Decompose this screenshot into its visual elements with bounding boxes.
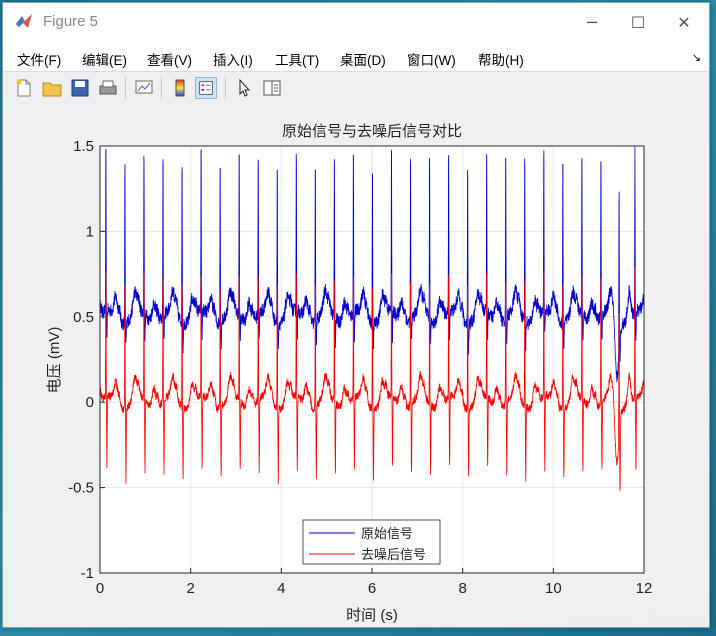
menu-edit[interactable]: 编辑(E)	[82, 53, 127, 68]
y-tick-label: -0.5	[68, 480, 94, 497]
legend-label-denoised: 去噪后信号	[361, 548, 426, 563]
title-bar[interactable]: Figure 5 ─ ☐ ✕	[3, 3, 709, 41]
menu-overflow-icon[interactable]: ↘	[691, 51, 701, 64]
legend-icon[interactable]	[195, 77, 217, 99]
maximize-icon: ☐	[630, 12, 646, 32]
menu-view[interactable]: 查看(V)	[147, 53, 192, 68]
pointer-icon[interactable]	[233, 77, 255, 99]
x-axis-label: 时间 (s)	[346, 607, 398, 624]
close-button[interactable]: ✕	[661, 3, 707, 41]
toolbar-separator	[225, 77, 226, 99]
y-tick-label: 0.5	[73, 309, 94, 326]
chart-title: 原始信号与去噪后信号对比	[282, 122, 462, 140]
save-icon[interactable]	[69, 77, 91, 99]
axis-ticks: 0 2 4 6 8 10 12 -1 -0.5 0 0.5 1 1.5	[68, 138, 652, 597]
x-tick-label: 2	[186, 580, 194, 597]
y-tick-label: 1	[86, 223, 94, 240]
x-tick-label: 10	[545, 580, 562, 597]
link-plot-icon[interactable]	[133, 77, 155, 99]
property-editor-icon[interactable]	[261, 77, 283, 99]
minimize-button[interactable]: ─	[569, 3, 615, 41]
x-tick-label: 0	[96, 580, 104, 597]
minimize-icon: ─	[587, 12, 597, 32]
legend[interactable]: 原始信号 去噪后信号	[302, 519, 441, 565]
menu-help[interactable]: 帮助(H)	[478, 53, 524, 68]
y-tick-label: 1.5	[73, 138, 94, 155]
menu-window[interactable]: 窗口(W)	[407, 53, 456, 68]
y-tick-label: 0	[86, 394, 94, 411]
legend-box	[302, 519, 441, 565]
toolbar-separator	[125, 77, 126, 99]
legend-label-original: 原始信号	[361, 527, 413, 542]
open-folder-icon[interactable]	[41, 77, 63, 99]
y-tick-label: -1	[81, 565, 94, 582]
figure-canvas: 原始信号与去噪后信号对比 0 2 4 6 8 10 12 -1 -0.5 0 0.5 1 1.5 时间 …	[3, 104, 709, 627]
x-tick-label: 6	[368, 580, 376, 597]
toolbar	[3, 71, 709, 105]
menu-file[interactable]: 文件(F)	[17, 53, 62, 68]
new-file-icon[interactable]	[13, 77, 35, 99]
toolbar-separator	[161, 77, 162, 99]
x-tick-label: 8	[458, 580, 466, 597]
print-icon[interactable]	[97, 77, 119, 99]
menu-tools[interactable]: 工具(T)	[275, 53, 320, 68]
figure-window: Figure 5 ─ ☐ ✕ 文件(F) 编辑(E) 查看(V) 插入(I) 工…	[2, 2, 710, 628]
series-group	[99, 145, 645, 492]
menu-desktop[interactable]: 桌面(D)	[340, 53, 386, 68]
maximize-button[interactable]: ☐	[615, 3, 661, 41]
series-line-denoised	[99, 266, 645, 492]
x-tick-label: 12	[636, 580, 653, 597]
menu-bar: 文件(F) 编辑(E) 查看(V) 插入(I) 工具(T) 桌面(D) 窗口(W…	[3, 41, 709, 71]
menu-insert[interactable]: 插入(I)	[213, 53, 253, 68]
x-tick-label: 4	[277, 580, 285, 597]
window-title: Figure 5	[43, 13, 99, 30]
matlab-logo-icon	[16, 14, 32, 28]
watermark: CSDN @刘小小·算法工程师	[556, 613, 706, 627]
y-axis-label: 电压 (mV)	[46, 327, 63, 394]
close-icon: ✕	[677, 12, 691, 32]
chart[interactable]: 原始信号与去噪后信号对比 0 2 4 6 8 10 12 -1 -0.5 0 0.5 1 1.5 时间 …	[3, 104, 709, 627]
colorbar-icon[interactable]	[169, 77, 191, 99]
